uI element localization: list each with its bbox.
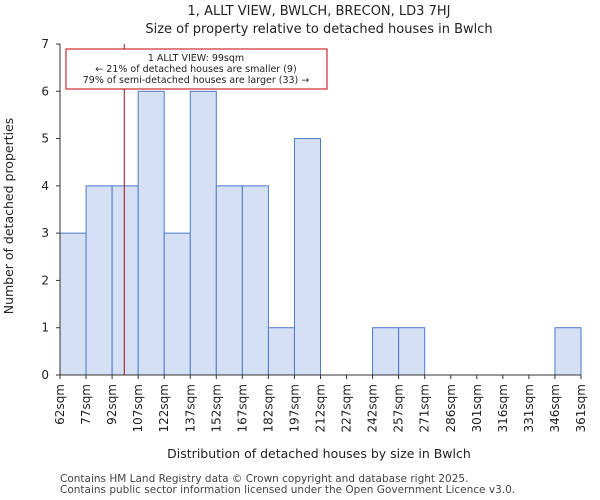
y-tick-label: 6 [41, 84, 49, 98]
annotation-box [65, 48, 328, 90]
x-axis-label: Distribution of detached houses by size … [167, 446, 471, 461]
x-tick-label: 346sqm [548, 384, 562, 432]
bar [85, 185, 113, 376]
x-tick-label: 271sqm [418, 384, 432, 432]
bar [293, 138, 322, 376]
footer-line-1: Contains HM Land Registry data © Crown c… [60, 473, 469, 485]
x-tick-label: 286sqm [444, 384, 458, 432]
x-tick-label: 212sqm [314, 384, 328, 432]
bar [137, 90, 165, 376]
bar [554, 327, 582, 376]
x-tick-label: 62sqm [53, 384, 67, 425]
bar [372, 327, 400, 376]
x-tick-label: 182sqm [261, 384, 275, 432]
y-tick-label: 7 [41, 37, 49, 51]
annotation: 1 ALLT VIEW: 99sqm ← 21% of detached hou… [65, 48, 328, 90]
x-tick-label: 316sqm [496, 384, 510, 432]
x-tick-label: 77sqm [79, 384, 93, 425]
y-tick-label: 3 [41, 226, 49, 240]
x-tick-label: 122sqm [157, 384, 171, 432]
x-tick-label: 152sqm [209, 384, 223, 432]
x-tick-label: 301sqm [470, 384, 484, 432]
x-axis: 62sqm 77sqm 92sqm 107sqm 122sqm 137sqm 152sqm 1… [53, 374, 588, 432]
x-tick-label: 137sqm [183, 384, 197, 432]
footer-line-2: Contains public sector information licen… [60, 484, 516, 496]
bar [267, 327, 295, 376]
bar [241, 185, 269, 376]
x-tick-label: 107sqm [131, 384, 145, 432]
annotation-line-3: 79% of semi-detached houses are larger (… [83, 75, 310, 86]
x-tick-label: 257sqm [392, 384, 406, 432]
y-tick-label: 1 [41, 321, 49, 335]
annotation-line-1: 1 ALLT VIEW: 99sqm [148, 53, 244, 64]
bar [163, 232, 191, 376]
y-tick-label: 5 [41, 132, 49, 146]
x-tick-label: 242sqm [366, 384, 380, 432]
y-axis: 0 1 2 3 4 5 6 7 [41, 37, 61, 382]
annotation-line-2: ← 21% of detached houses are smaller (9) [95, 64, 296, 75]
x-tick-label: 167sqm [235, 384, 249, 432]
y-tick-label: 4 [41, 179, 49, 193]
x-tick-label: 92sqm [105, 384, 119, 425]
bar [189, 90, 217, 376]
chart-subtitle: Size of property relative to detached ho… [145, 22, 492, 37]
y-axis-label: Number of detached properties [1, 118, 16, 315]
bar [398, 327, 426, 376]
bar [111, 185, 139, 376]
bars-group [59, 90, 582, 376]
bar [215, 185, 243, 376]
x-tick-label: 361sqm [574, 384, 588, 432]
y-tick-label: 2 [41, 273, 49, 287]
x-tick-label: 227sqm [340, 384, 354, 432]
bar [59, 232, 87, 376]
chart-title: 1, ALLT VIEW, BWLCH, BRECON, LD3 7HJ [188, 4, 451, 19]
x-tick-label: 197sqm [287, 384, 301, 432]
x-tick-label: 331sqm [522, 384, 536, 432]
y-tick-label: 0 [41, 368, 49, 382]
